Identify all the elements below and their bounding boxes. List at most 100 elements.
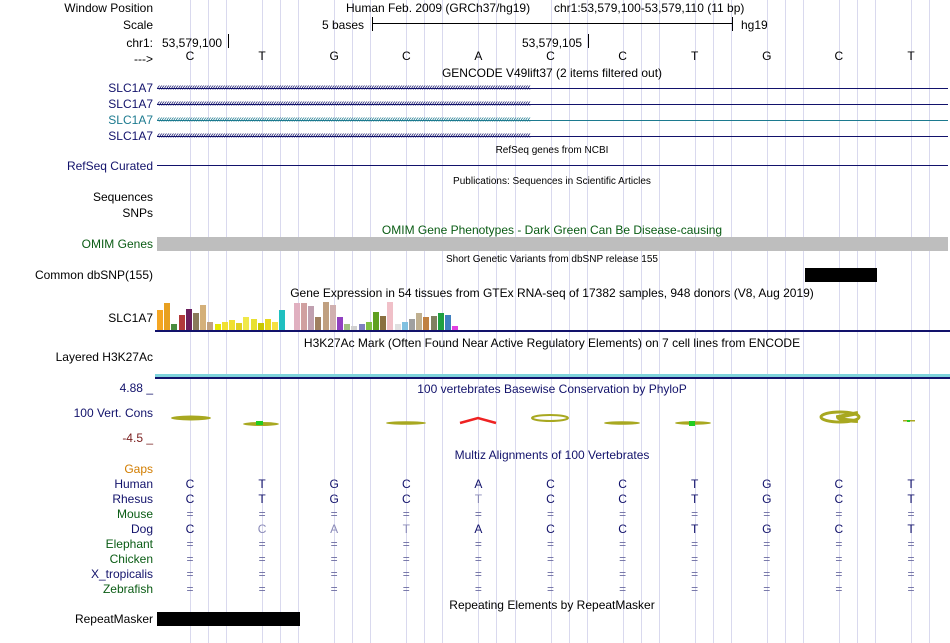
gtex-bar[interactable] [351, 326, 358, 330]
gencode-gene-line[interactable]: ‹‹‹‹‹‹‹‹‹‹‹‹‹‹‹‹‹‹‹‹‹‹‹‹‹‹‹‹‹‹‹‹‹‹‹‹‹‹‹‹… [157, 130, 531, 141]
gtex-bar[interactable] [423, 317, 430, 330]
gencode-gene-intron[interactable] [157, 104, 948, 105]
alignment-base: C [618, 477, 627, 491]
alignment-base: T [907, 492, 915, 506]
gtex-bar[interactable] [430, 316, 437, 330]
gencode-gene-label[interactable]: SLC1A7 [108, 129, 153, 143]
refseq-label[interactable]: RefSeq Curated [66, 159, 153, 173]
gencode-gene-label[interactable]: SLC1A7 [108, 81, 153, 95]
alignment-base: = [330, 582, 338, 596]
gtex-bar[interactable] [171, 324, 178, 330]
gtex-bar[interactable] [315, 317, 322, 330]
alignment-base: = [835, 507, 843, 521]
gtex-bar[interactable] [394, 324, 401, 330]
gtex-bar[interactable] [157, 310, 163, 330]
gtex-bar[interactable] [365, 322, 372, 330]
gencode-gene-line[interactable]: ‹‹‹‹‹‹‹‹‹‹‹‹‹‹‹‹‹‹‹‹‹‹‹‹‹‹‹‹‹‹‹‹‹‹‹‹‹‹‹‹… [157, 98, 531, 109]
species-label[interactable]: Elephant [105, 537, 153, 551]
gtex-bar[interactable] [272, 322, 279, 330]
gtex-bar[interactable] [373, 312, 379, 330]
gtex-bar[interactable] [329, 305, 336, 330]
alignment-base: = [907, 567, 915, 581]
gtex-bar-chart[interactable] [157, 300, 557, 330]
gtex-bar[interactable] [236, 323, 243, 330]
gtex-bar[interactable] [207, 322, 214, 330]
alignment-base: C [618, 492, 627, 506]
species-label[interactable]: Rhesus [112, 492, 153, 506]
gencode-gene-line[interactable]: ‹‹‹‹‹‹‹‹‹‹‹‹‹‹‹‹‹‹‹‹‹‹‹‹‹‹‹‹‹‹‹‹‹‹‹‹‹‹‹‹… [157, 114, 531, 125]
refseq-gene-line[interactable] [157, 165, 948, 166]
gtex-bar[interactable] [387, 302, 394, 330]
gtex-bar[interactable] [214, 324, 221, 330]
gtex-bar[interactable] [344, 324, 351, 330]
alignment-base: = [330, 537, 338, 551]
omim-gene-bar[interactable] [157, 237, 948, 251]
gtex-bar[interactable] [416, 313, 423, 330]
gtex-separator [155, 330, 950, 332]
gtex-bar[interactable] [380, 316, 387, 330]
gtex-bar[interactable] [164, 303, 171, 330]
gaps-label[interactable]: Gaps [124, 462, 153, 476]
gtex-bar[interactable] [409, 319, 415, 330]
species-label[interactable]: Human [114, 477, 153, 491]
alignment-base: = [474, 537, 482, 551]
gtex-bar[interactable] [322, 302, 329, 330]
gtex-bar[interactable] [337, 317, 343, 330]
species-label[interactable]: Zebrafish [102, 582, 153, 596]
gtex-bar[interactable] [193, 313, 199, 330]
gencode-gene-label[interactable]: SLC1A7 [108, 113, 153, 127]
repeat-label[interactable]: RepeatMasker [74, 612, 153, 626]
dbsnp-label[interactable]: Common dbSNP(155) [34, 268, 153, 282]
alignment-base: = [402, 582, 410, 596]
gtex-bar[interactable] [279, 310, 286, 330]
gtex-bar[interactable] [445, 315, 451, 330]
window-position-label: Window Position [64, 1, 153, 15]
snps-label[interactable]: SNPs [122, 206, 153, 220]
species-label[interactable]: Dog [130, 522, 153, 536]
omim-label[interactable]: OMIM Genes [81, 237, 153, 251]
coord-mid-tick [588, 34, 589, 48]
gencode-gene-intron[interactable] [157, 88, 948, 89]
gtex-bar[interactable] [293, 303, 300, 330]
gtex-bar[interactable] [358, 324, 365, 330]
gtex-bar[interactable] [401, 322, 408, 330]
gtex-bar[interactable] [185, 309, 192, 330]
alignment-base: = [907, 507, 915, 521]
h3k27ac-label[interactable]: Layered H3K27Ac [55, 350, 153, 364]
phylop-glyph-c4 [386, 421, 426, 425]
gtex-bar[interactable] [250, 319, 257, 330]
gtex-bar[interactable] [452, 326, 459, 330]
gtex-bar[interactable] [200, 305, 207, 330]
species-label[interactable]: Mouse [116, 507, 153, 521]
phylop-label[interactable]: 100 Vert. Cons [73, 406, 153, 420]
gtex-bar[interactable] [178, 315, 185, 330]
gencode-gene-intron[interactable] [157, 120, 948, 121]
h3k27ac-signal[interactable] [155, 374, 950, 377]
gtex-bar[interactable] [243, 317, 250, 330]
gtex-bar[interactable] [257, 323, 264, 330]
gtex-bar[interactable] [221, 322, 228, 330]
phylop-glyph-t11 [903, 420, 915, 422]
gtex-bar[interactable] [308, 306, 315, 330]
sequences-label[interactable]: Sequences [92, 190, 153, 204]
alignment-base: C [834, 477, 844, 491]
gtex-bar[interactable] [437, 313, 444, 330]
repeat-element[interactable] [157, 612, 300, 626]
species-label[interactable]: X_tropicalis [90, 567, 153, 581]
alignment-base: = [330, 507, 338, 521]
gencode-gene-label[interactable]: SLC1A7 [108, 97, 153, 111]
gtex-bar[interactable] [265, 319, 271, 330]
gtex-bar[interactable] [229, 320, 235, 330]
alignment-base: = [186, 552, 194, 566]
alignment-base: = [546, 507, 555, 521]
gtex-label[interactable]: SLC1A7 [108, 311, 153, 325]
alignment-base: = [691, 582, 699, 596]
gencode-gene-intron[interactable] [157, 136, 948, 137]
species-label[interactable]: Chicken [109, 552, 153, 566]
gencode-gene-line[interactable]: ‹‹‹‹‹‹‹‹‹‹‹‹‹‹‹‹‹‹‹‹‹‹‹‹‹‹‹‹‹‹‹‹‹‹‹‹‹‹‹‹… [157, 82, 531, 93]
phylop-glyph-c1 [171, 415, 211, 421]
gtex-bar[interactable] [301, 303, 307, 330]
phylop-logo[interactable] [155, 395, 950, 435]
dbsnp-variant[interactable] [805, 268, 877, 282]
alignment-base: = [835, 582, 843, 596]
